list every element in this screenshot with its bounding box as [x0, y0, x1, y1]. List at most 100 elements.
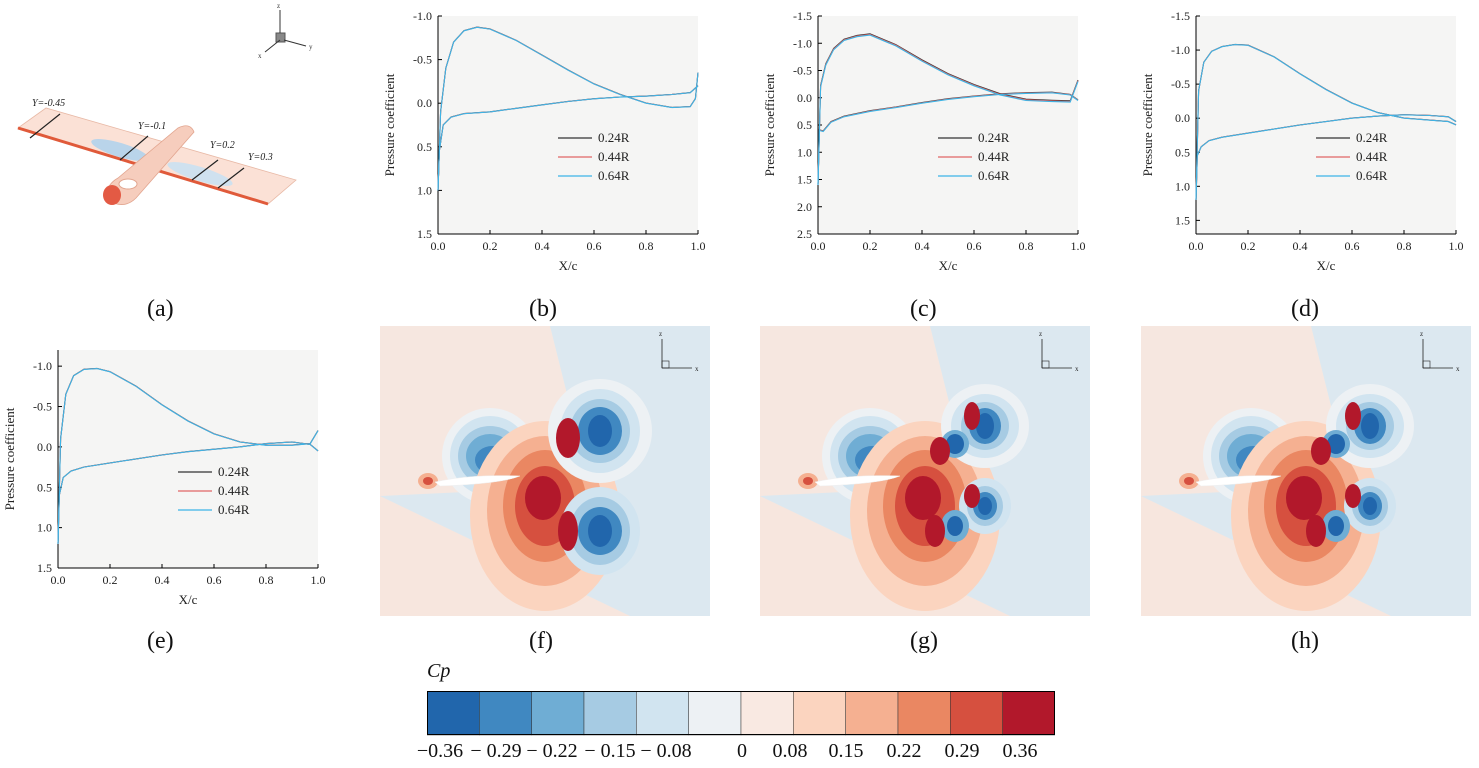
label-c-text: (c): [910, 296, 937, 322]
label-e: (e): [147, 628, 174, 655]
panel-d-chart: 0.0 0.2 0.4 0.6 0.8 1.0 -1.5 -1.0 -0.5 0.0 0.5 1.0 1…: [1138, 8, 1478, 278]
triad-box: [1041, 360, 1050, 369]
tip-vortex-suction: [976, 413, 994, 439]
colorbar-swatch: [897, 691, 951, 736]
wing-low-pressure: [91, 138, 149, 162]
y-tick-label: -1.0: [33, 359, 52, 373]
y-tick-label: -0.5: [1171, 77, 1190, 91]
colorbar-swatch: [1002, 691, 1055, 736]
label-h: (h): [1291, 628, 1319, 655]
plot-area: [58, 350, 318, 568]
stagnation-point: [1184, 477, 1194, 485]
x-tick-label: 0.4: [535, 239, 550, 253]
colorbar-swatch: [793, 691, 846, 736]
legend-label: 0.64R: [218, 502, 250, 517]
colorbar-tick-label: 0.29: [944, 740, 980, 762]
x-tick-label: 0.2: [1241, 239, 1256, 253]
triad-cube: [275, 32, 286, 43]
axis-triad: zx: [659, 330, 699, 373]
label-f: (f): [529, 628, 553, 655]
x-tick-label: 0.8: [259, 573, 274, 587]
panel-c-chart: 0.0 0.2 0.4 0.6 0.8 1.0 -1.5 -1.0 -0.5 0.0 0.5 1.0 1…: [760, 8, 1100, 278]
tip-vortex-pressure: [964, 484, 980, 508]
plot-area: [1196, 16, 1456, 234]
tip-vortex-suction: [1328, 516, 1344, 536]
y-axis-title: Pressure coefficient: [1140, 73, 1155, 176]
airfoil: [434, 475, 521, 487]
label-b: (b): [529, 296, 557, 323]
colorbar: [427, 691, 1055, 736]
label-c: (c): [910, 296, 937, 323]
colorbar-swatch: [583, 691, 637, 736]
y-tick-label: 2.0: [797, 200, 812, 214]
colorbar-tick-label: 0.08: [772, 740, 808, 762]
series-0.64R-lower: [1195, 114, 1457, 200]
x-tick-label: 0.0: [431, 239, 446, 253]
legend-label: 0.24R: [218, 464, 250, 479]
plot-area: [438, 16, 698, 234]
contour-g-svg: zx: [760, 326, 1090, 616]
section-label: Y=-0.1: [138, 121, 166, 132]
legend-label: 0.64R: [1356, 168, 1388, 183]
triad-label: z: [1039, 330, 1042, 338]
y-tick-label: 0.5: [797, 118, 812, 132]
triad-label: x: [1456, 365, 1460, 373]
y-tick-label: 0.0: [1175, 111, 1190, 125]
airfoil: [1195, 475, 1282, 487]
colorbar-ticks: −0.36 − 0.29− 0.22 − 0.15− 0.08 0 0.08 0.15 0.…: [400, 740, 1100, 766]
colorbar-tick-label: −0.36: [416, 740, 464, 762]
section-label: Y=0.2: [210, 140, 235, 151]
x-tick-label: 0.8: [1397, 239, 1412, 253]
x-tick-label: 0.8: [639, 239, 654, 253]
x-tick-label: 1.0: [311, 573, 326, 587]
axis-triad: zx: [1039, 330, 1079, 373]
contour-h-svg: zx: [1141, 326, 1471, 616]
tip-vortex-pressure: [964, 402, 980, 430]
airfoil: [814, 475, 901, 487]
triad-label: z: [659, 330, 662, 338]
colorbar-swatch: [427, 691, 480, 736]
panel-b-chart: 0.0 0.2 0.4 0.6 0.8 1.0 -1.0 -0.5 0.0 0.5 1.0 1.5 X/…: [380, 8, 720, 278]
tip-vortex-suction: [1327, 434, 1345, 454]
series-0.64R-lower: [57, 441, 319, 544]
y-tick-label: 1.0: [37, 521, 52, 535]
legend-label: 0.24R: [598, 130, 630, 145]
pressure-region: [905, 476, 941, 520]
section-label: Y=0.3: [248, 152, 273, 163]
tip-vortex-pressure: [930, 437, 950, 465]
tip-vortex-pressure: [558, 511, 578, 551]
colorbar-tick-label: − 0.08: [640, 740, 692, 762]
series-0.64R-lower: [817, 92, 1079, 186]
section-line: [191, 159, 219, 181]
tip-vortex-pressure: [1311, 437, 1331, 465]
panel-a-aircraft: z x y Y=-0.45 Y=-0.1 Y=0.2 Y=0.3: [0, 0, 340, 280]
tip-vortex-suction: [588, 415, 612, 447]
fuselage-window: [118, 178, 138, 190]
label-a-text: (a): [147, 296, 174, 322]
colorbar-swatch: [845, 691, 899, 736]
colorbar-tick-label: − 0.15: [584, 740, 636, 762]
colorbar-swatch: [950, 691, 1003, 736]
colorbar-frame: [427, 691, 1055, 735]
y-tick-label: -1.0: [793, 36, 812, 50]
tip-vortex-pressure: [1345, 402, 1361, 430]
x-tick-label: 0.4: [155, 573, 170, 587]
series-0.64R-upper: [1195, 44, 1457, 200]
series-0.64R-upper: [437, 26, 699, 191]
colorbar-tick-label: − 0.29: [470, 740, 522, 762]
triad-label: z: [277, 2, 280, 10]
x-tick-label: 0.0: [51, 573, 66, 587]
section-line: [119, 135, 149, 161]
tip-vortex-suction: [1363, 497, 1377, 515]
section-line: [29, 113, 61, 139]
legend-label: 0.44R: [218, 483, 250, 498]
axis-triad: zx: [1420, 330, 1460, 373]
y-tick-label: 0.5: [1175, 145, 1190, 159]
x-tick-label: 0.4: [1293, 239, 1308, 253]
tip-vortex-pressure: [1306, 515, 1326, 547]
contour-field: [418, 379, 652, 611]
y-tick-label: -0.5: [793, 64, 812, 78]
triad-axis: [283, 39, 307, 47]
tip-vortex-suction: [1361, 413, 1379, 439]
